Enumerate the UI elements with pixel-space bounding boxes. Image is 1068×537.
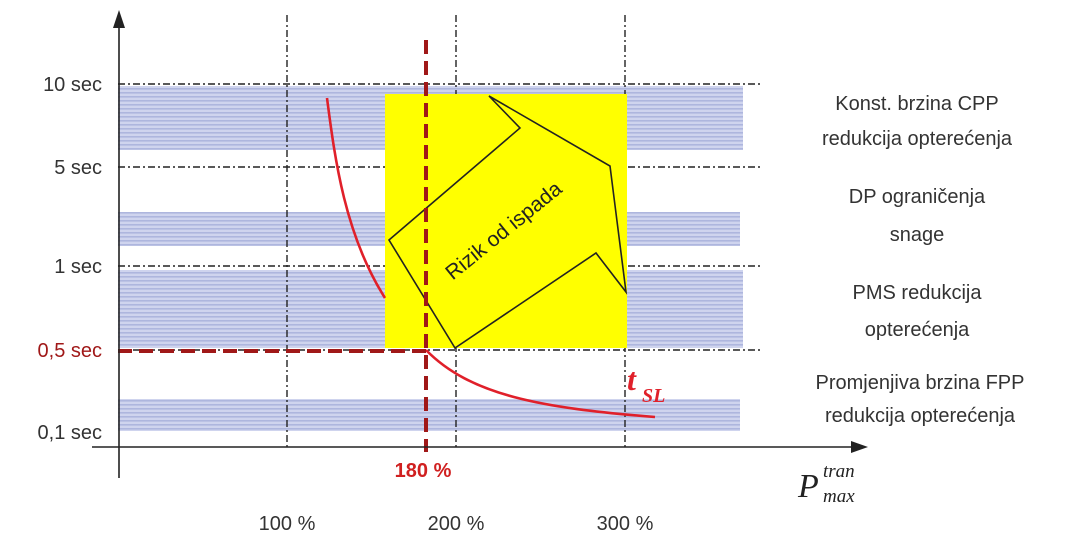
x-label-300pct: 300 %: [597, 513, 654, 532]
label-pms-line2: opterećenja: [865, 319, 970, 341]
label-dp-line2: snage: [890, 224, 945, 246]
tsl-curve: [325, 97, 387, 299]
y-label-10sec: 10 sec: [43, 74, 102, 96]
y-axis-arrowhead: [113, 10, 125, 28]
x-axis-arrowhead: [851, 441, 868, 453]
label-pms-line1: PMS redukcija: [853, 282, 983, 304]
tsl-label: t SL: [627, 361, 665, 407]
x-axis-subscript: max: [823, 486, 855, 507]
threshold-lines: [118, 40, 428, 452]
label-fpp-line1: Promjenjiva brzina FPP: [816, 372, 1025, 394]
x-label-100pct: 100 %: [259, 513, 316, 532]
label-dp-line1: DP ograničenja: [849, 186, 986, 208]
risk-arrow-shape: [387, 95, 628, 350]
axes: [92, 10, 868, 478]
x-axis-superscript: tran: [823, 461, 855, 482]
y-label-05sec: 0,5 sec: [38, 340, 102, 362]
label-cpp-line2: redukcija opterećenja: [822, 128, 1013, 150]
y-label-1sec: 1 sec: [54, 256, 102, 278]
risk-arrow: Rizik od ispada: [387, 95, 628, 350]
x-label-200pct: 200 %: [428, 513, 485, 532]
tsl-label-main: t: [627, 361, 637, 397]
y-axis-labels: 10 sec 5 sec 1 sec 0,5 sec 0,1 sec: [38, 74, 102, 444]
label-fpp-line2: redukcija opterećenja: [825, 405, 1016, 427]
y-label-01sec: 0,1 sec: [38, 422, 102, 444]
tsl-curve-lower: [425, 349, 656, 419]
x-label-180pct: 180 %: [395, 460, 452, 482]
y-label-5sec: 5 sec: [54, 157, 102, 179]
tsl-label-sub: SL: [642, 385, 665, 407]
right-labels: Konst. brzina CPP redukcija opterećenja …: [816, 93, 1025, 427]
x-axis-symbol: P: [797, 468, 819, 505]
x-axis-labels: 100 % 200 % 300 % 180 %: [259, 460, 654, 535]
label-cpp-line1: Konst. brzina CPP: [835, 93, 998, 115]
x-axis-title: P tran max: [797, 461, 855, 507]
